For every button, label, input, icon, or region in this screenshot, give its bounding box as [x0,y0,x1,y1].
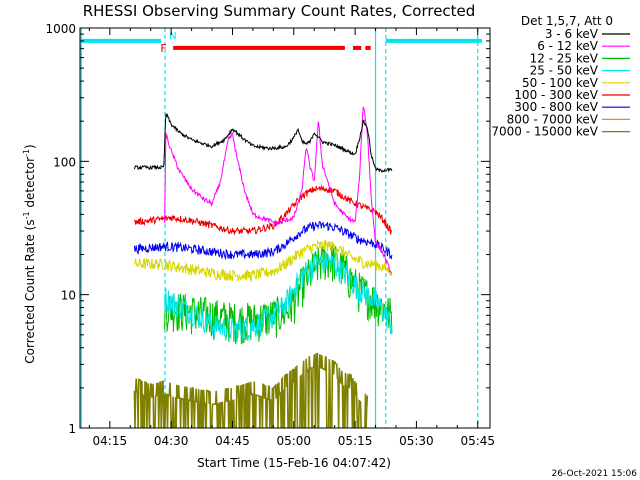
axes: 1 10 100 1000 04:15 04:30 04:45 05:00 05:15 05:30… [45,22,495,448]
y-tick-label-3: 1000 [45,22,76,36]
series-line-3 [164,250,393,343]
x-tick-label-0: 04:15 [93,434,128,448]
chart-title: RHESSI Observing Summary Count Rates, Co… [83,2,476,20]
legend-label-1: 6 - 12 keV [537,39,599,53]
legend-label-8: 7000 - 15000 keV [491,125,598,139]
night-flag-label: N [169,31,176,42]
x-tick-label-5: 05:30 [399,434,434,448]
series-line-5 [133,184,393,235]
series-line-0 [133,113,393,173]
legend-label-4: 50 - 100 keV [522,76,599,90]
legend-header: Det 1,5,7, Att 0 [521,14,613,28]
legend-label-6: 300 - 800 keV [514,100,598,114]
x-tick-label-3: 05:00 [276,434,311,448]
plot-frame [79,27,491,429]
x-tick-label-6: 05:45 [460,434,495,448]
legend-label-0: 3 - 6 keV [545,27,599,41]
y-tick-label-1: 10 [61,289,76,303]
x-tick-label-2: 04:45 [215,434,250,448]
x-tick-label-1: 04:30 [154,434,189,448]
timestamp: 26-Oct-2021 15:06 [552,469,638,479]
legend-label-5: 100 - 300 keV [514,88,598,102]
legend-label-3: 25 - 50 keV [530,64,599,78]
legend-label-2: 12 - 25 keV [530,51,599,65]
series-line-2 [164,244,393,345]
y-tick-label-2: 100 [53,155,76,169]
legend-label-7: 800 - 7000 keV [507,112,599,126]
series-line-4 [133,239,393,283]
x-axis-label: Start Time (15-Feb-16 04:07:42) [197,456,391,470]
series-line-8 [133,352,369,428]
series-line-6 [133,220,393,261]
y-tick-label-0: 1 [68,422,76,436]
series-line-1 [164,106,393,274]
y-axis-label: Corrected Count Rate (s-1 detector-1) [22,144,37,363]
plot-area: FN [80,28,482,428]
x-tick-label-4: 05:15 [338,434,373,448]
flare-flag-label: F [160,42,166,55]
